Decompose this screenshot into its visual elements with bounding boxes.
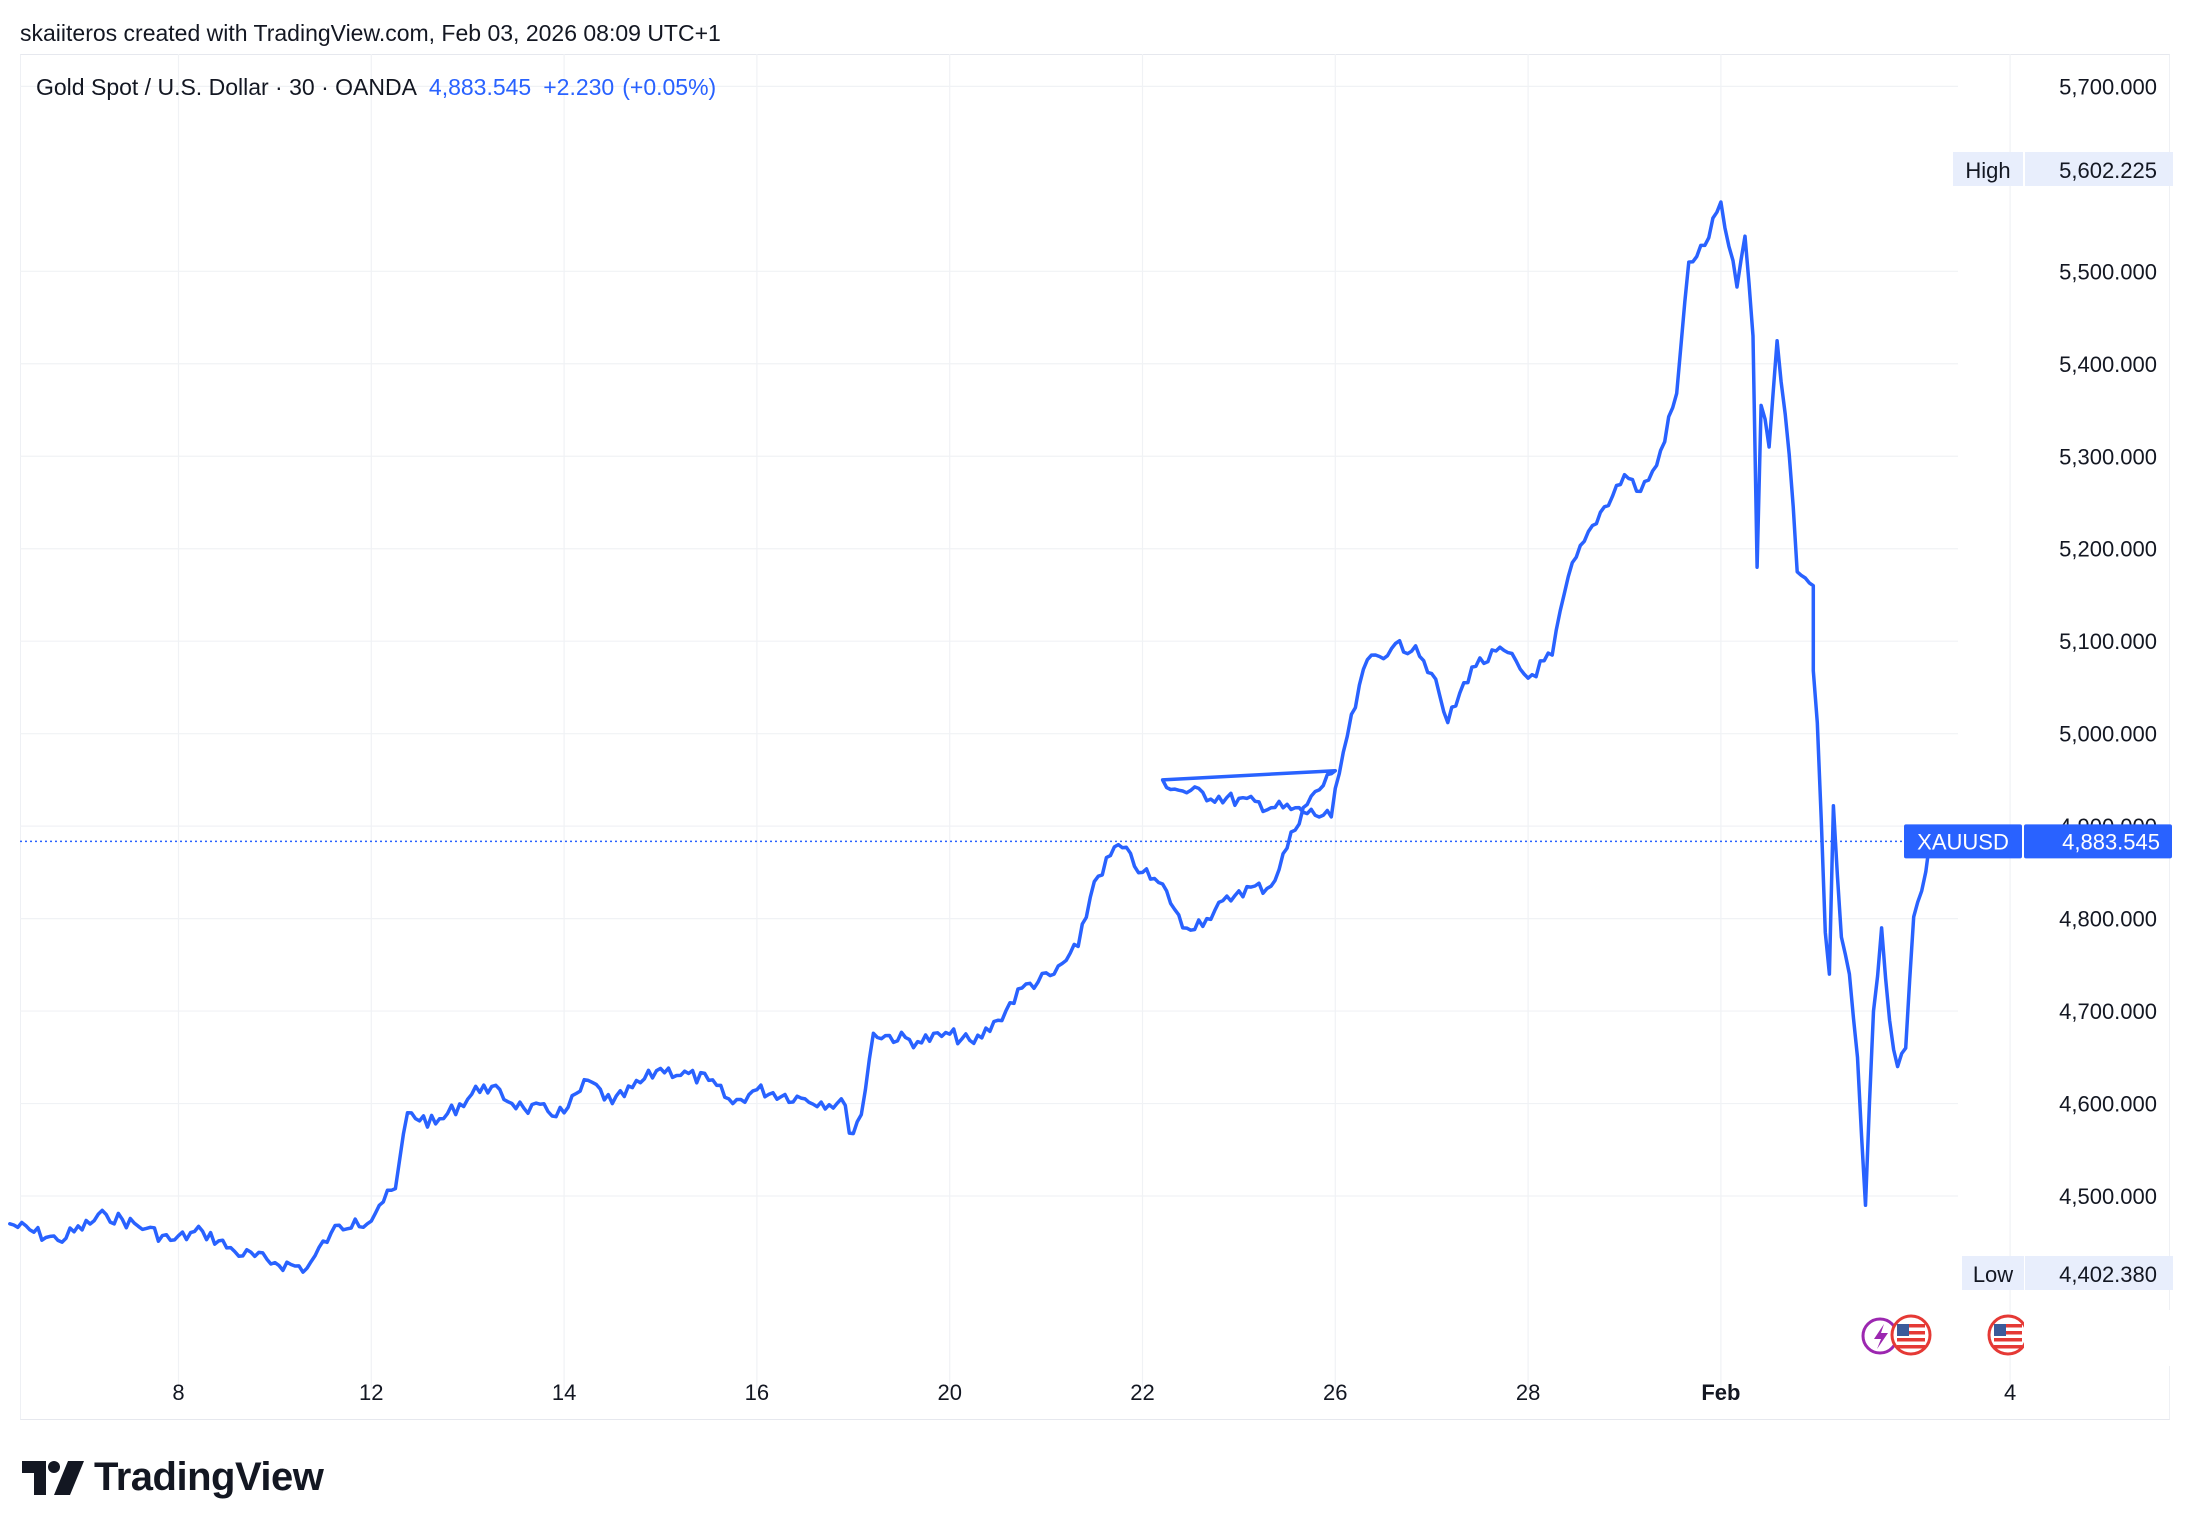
price-tags: High 5,602.225 Low 4,402.380 XAUUSD 4,88…	[1904, 152, 2173, 1290]
time-tick-label: 22	[1130, 1380, 1154, 1405]
legend-price: 4,883.545	[428, 74, 532, 100]
price-tick-label: 4,800.000	[2059, 907, 2157, 932]
symbol-legend[interactable]: Gold Spot / U.S. Dollar · 30 · OANDA 4,88…	[36, 74, 716, 101]
legend-change-percent: (+0.05%)	[622, 74, 717, 100]
legend-change: +2.230	[543, 74, 615, 100]
price-tick-label: 5,400.000	[2059, 352, 2157, 377]
price-tick-label: 5,500.000	[2059, 259, 2157, 284]
time-tick-label: 28	[1516, 1380, 1540, 1405]
grid-lines	[20, 54, 2011, 1390]
symbol-name[interactable]: Gold Spot / U.S. Dollar · 30 · OANDA	[36, 74, 417, 100]
low-value-label: 4,402.380	[2059, 1262, 2157, 1287]
tradingview-logo[interactable]: TradingView	[22, 1455, 324, 1500]
symbol-tag-box	[1904, 824, 2022, 859]
chart-frame	[20, 54, 2170, 1420]
tradingview-logo-icon	[22, 1460, 84, 1495]
symbol-tag-label: XAUUSD	[1917, 829, 2009, 854]
price-tick-label: 4,600.000	[2059, 1092, 2157, 1117]
high-value-box	[2025, 152, 2173, 186]
last-price-label: 4,883.545	[2062, 829, 2160, 854]
high-value-label: 5,602.225	[2059, 158, 2157, 183]
time-tick-label: 16	[745, 1380, 769, 1405]
price-tick-label: 4,700.000	[2059, 999, 2157, 1024]
price-tick-label: 5,200.000	[2059, 537, 2157, 562]
event-markers[interactable]	[1861, 1310, 2170, 1366]
time-tick-label: 26	[1323, 1380, 1347, 1405]
price-series-line[interactable]	[8, 200, 1932, 1274]
low-tag-box	[1962, 1256, 2024, 1290]
time-tick-label: Feb	[1701, 1380, 1740, 1405]
time-tick-label: 12	[359, 1380, 383, 1405]
time-tick-label: 20	[937, 1380, 961, 1405]
time-axis[interactable]: 8 12 14 16 20 22 26 28 Feb 4	[172, 1380, 2016, 1405]
price-chart[interactable]: 4,500.0004,600.0004,700.0004,800.0004,90…	[0, 0, 2202, 1430]
low-tag-label: Low	[1973, 1262, 2013, 1287]
price-tick-label: 5,300.000	[2059, 444, 2157, 469]
price-tick-label: 5,000.000	[2059, 722, 2157, 747]
price-tick-label: 4,500.000	[2059, 1184, 2157, 1209]
time-tick-label: 14	[552, 1380, 576, 1405]
high-tag-label: High	[1965, 158, 2010, 183]
last-price-box	[2024, 824, 2172, 859]
price-tick-label: 5,100.000	[2059, 629, 2157, 654]
high-tag-box	[1953, 152, 2023, 186]
us-flag-event-icon[interactable]	[1987, 1310, 2170, 1366]
time-tick-label: 8	[172, 1380, 184, 1405]
low-value-box	[2025, 1256, 2173, 1290]
price-axis[interactable]: 4,500.0004,600.0004,700.0004,800.0004,90…	[2059, 74, 2157, 1209]
price-tick-label: 5,700.000	[2059, 74, 2157, 99]
time-tick-label: 4	[2004, 1380, 2016, 1405]
tradingview-wordmark: TradingView	[94, 1455, 324, 1499]
chart-caption: skaiiteros created with TradingView.com,…	[20, 20, 721, 46]
us-flag-event-icon[interactable]	[1890, 1314, 1932, 1356]
